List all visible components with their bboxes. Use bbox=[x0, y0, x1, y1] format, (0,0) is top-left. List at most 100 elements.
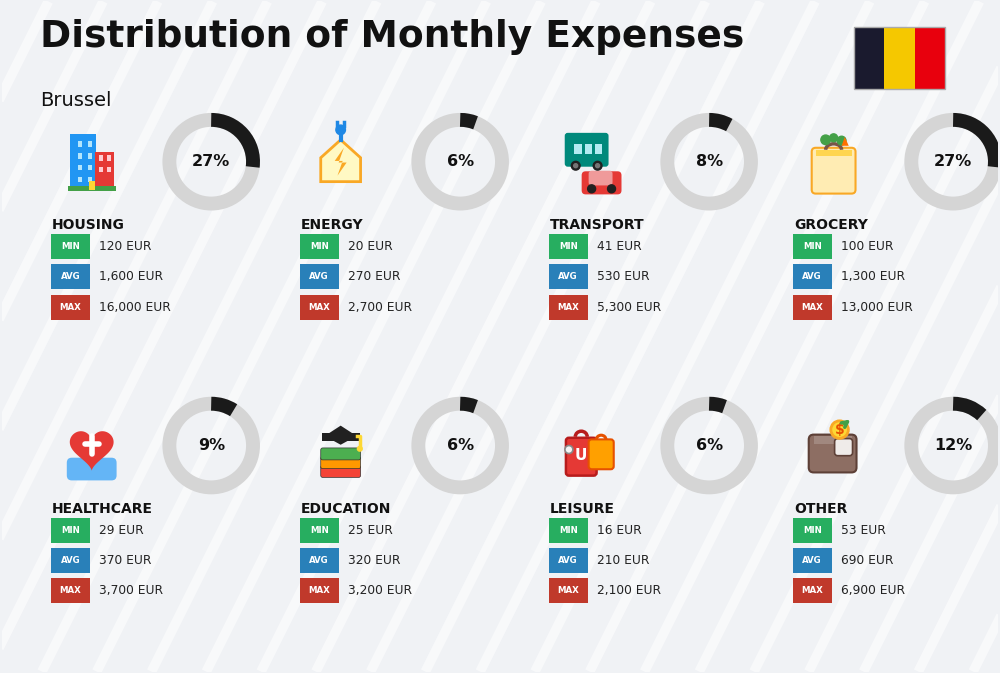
Text: MAX: MAX bbox=[557, 586, 579, 596]
FancyBboxPatch shape bbox=[589, 171, 613, 186]
Circle shape bbox=[830, 134, 838, 142]
FancyBboxPatch shape bbox=[51, 579, 90, 604]
Text: EDUCATION: EDUCATION bbox=[301, 502, 391, 516]
Text: TRANSPORT: TRANSPORT bbox=[550, 219, 644, 232]
Text: AVG: AVG bbox=[60, 556, 80, 565]
Text: 8%: 8% bbox=[696, 154, 723, 169]
FancyBboxPatch shape bbox=[915, 28, 945, 89]
Text: MIN: MIN bbox=[61, 526, 80, 534]
FancyBboxPatch shape bbox=[854, 28, 884, 89]
Text: AVG: AVG bbox=[802, 556, 822, 565]
Circle shape bbox=[571, 162, 580, 170]
FancyBboxPatch shape bbox=[300, 579, 339, 604]
Text: AVG: AVG bbox=[802, 273, 822, 281]
Text: GROCERY: GROCERY bbox=[794, 219, 868, 232]
Text: 53 EUR: 53 EUR bbox=[841, 524, 885, 536]
Text: 320 EUR: 320 EUR bbox=[348, 554, 400, 567]
Circle shape bbox=[608, 185, 616, 192]
FancyBboxPatch shape bbox=[595, 144, 602, 153]
Text: MIN: MIN bbox=[310, 242, 329, 251]
Text: MIN: MIN bbox=[803, 526, 822, 534]
FancyBboxPatch shape bbox=[51, 518, 90, 542]
Text: 6,900 EUR: 6,900 EUR bbox=[841, 584, 905, 598]
Text: $: $ bbox=[835, 423, 844, 437]
FancyBboxPatch shape bbox=[549, 264, 588, 289]
FancyBboxPatch shape bbox=[78, 165, 82, 170]
Text: 41 EUR: 41 EUR bbox=[597, 240, 641, 253]
Text: HOUSING: HOUSING bbox=[52, 219, 125, 232]
Text: MIN: MIN bbox=[559, 526, 578, 534]
FancyBboxPatch shape bbox=[88, 153, 92, 159]
FancyBboxPatch shape bbox=[300, 264, 339, 289]
Circle shape bbox=[336, 125, 345, 135]
FancyBboxPatch shape bbox=[793, 518, 832, 542]
Text: U: U bbox=[575, 448, 587, 464]
FancyBboxPatch shape bbox=[78, 141, 82, 147]
FancyBboxPatch shape bbox=[99, 167, 103, 172]
Circle shape bbox=[588, 185, 596, 192]
FancyBboxPatch shape bbox=[793, 295, 832, 320]
FancyBboxPatch shape bbox=[574, 144, 582, 153]
Text: MAX: MAX bbox=[801, 586, 823, 596]
Text: MIN: MIN bbox=[61, 242, 80, 251]
FancyBboxPatch shape bbox=[884, 28, 915, 89]
FancyBboxPatch shape bbox=[321, 448, 361, 460]
FancyBboxPatch shape bbox=[67, 458, 117, 481]
Polygon shape bbox=[70, 431, 114, 471]
Text: 12%: 12% bbox=[934, 438, 972, 453]
Text: MAX: MAX bbox=[59, 303, 81, 312]
Text: 1,600 EUR: 1,600 EUR bbox=[99, 271, 163, 283]
Text: 13,000 EUR: 13,000 EUR bbox=[841, 301, 912, 314]
FancyBboxPatch shape bbox=[812, 148, 856, 194]
Text: MAX: MAX bbox=[801, 303, 823, 312]
FancyBboxPatch shape bbox=[51, 264, 90, 289]
Text: 20 EUR: 20 EUR bbox=[348, 240, 392, 253]
Text: MAX: MAX bbox=[308, 303, 330, 312]
Text: AVG: AVG bbox=[558, 273, 578, 281]
FancyBboxPatch shape bbox=[70, 134, 96, 190]
Text: 29 EUR: 29 EUR bbox=[99, 524, 143, 536]
Text: AVG: AVG bbox=[558, 556, 578, 565]
FancyBboxPatch shape bbox=[549, 579, 588, 604]
FancyBboxPatch shape bbox=[300, 295, 339, 320]
Circle shape bbox=[596, 164, 600, 168]
Text: 16,000 EUR: 16,000 EUR bbox=[99, 301, 170, 314]
Text: 100 EUR: 100 EUR bbox=[841, 240, 893, 253]
Text: AVG: AVG bbox=[309, 273, 329, 281]
Text: 1,300 EUR: 1,300 EUR bbox=[841, 271, 905, 283]
Circle shape bbox=[565, 446, 573, 454]
Circle shape bbox=[837, 136, 846, 145]
Text: MIN: MIN bbox=[310, 526, 329, 534]
Text: 210 EUR: 210 EUR bbox=[597, 554, 649, 567]
Text: MIN: MIN bbox=[803, 242, 822, 251]
Text: 5,300 EUR: 5,300 EUR bbox=[597, 301, 661, 314]
FancyBboxPatch shape bbox=[51, 234, 90, 259]
Text: 690 EUR: 690 EUR bbox=[841, 554, 893, 567]
FancyBboxPatch shape bbox=[88, 141, 92, 147]
FancyBboxPatch shape bbox=[78, 153, 82, 159]
Circle shape bbox=[593, 162, 602, 170]
Circle shape bbox=[357, 446, 362, 451]
FancyBboxPatch shape bbox=[89, 181, 95, 190]
Text: MIN: MIN bbox=[559, 242, 578, 251]
Text: 6%: 6% bbox=[696, 438, 723, 453]
FancyBboxPatch shape bbox=[322, 433, 360, 441]
Text: 27%: 27% bbox=[192, 154, 230, 169]
Text: AVG: AVG bbox=[60, 273, 80, 281]
FancyBboxPatch shape bbox=[582, 172, 621, 194]
FancyBboxPatch shape bbox=[95, 152, 114, 190]
FancyBboxPatch shape bbox=[549, 548, 588, 573]
Text: MAX: MAX bbox=[308, 586, 330, 596]
Text: HEALTHCARE: HEALTHCARE bbox=[52, 502, 153, 516]
Text: 9%: 9% bbox=[198, 438, 225, 453]
FancyBboxPatch shape bbox=[793, 234, 832, 259]
Polygon shape bbox=[842, 137, 849, 146]
Text: OTHER: OTHER bbox=[794, 502, 847, 516]
Circle shape bbox=[821, 135, 830, 145]
FancyBboxPatch shape bbox=[566, 437, 597, 476]
Text: 6%: 6% bbox=[447, 154, 474, 169]
Text: ENERGY: ENERGY bbox=[301, 219, 363, 232]
Text: Distribution of Monthly Expenses: Distribution of Monthly Expenses bbox=[40, 20, 744, 55]
FancyBboxPatch shape bbox=[793, 548, 832, 573]
FancyBboxPatch shape bbox=[88, 165, 92, 170]
